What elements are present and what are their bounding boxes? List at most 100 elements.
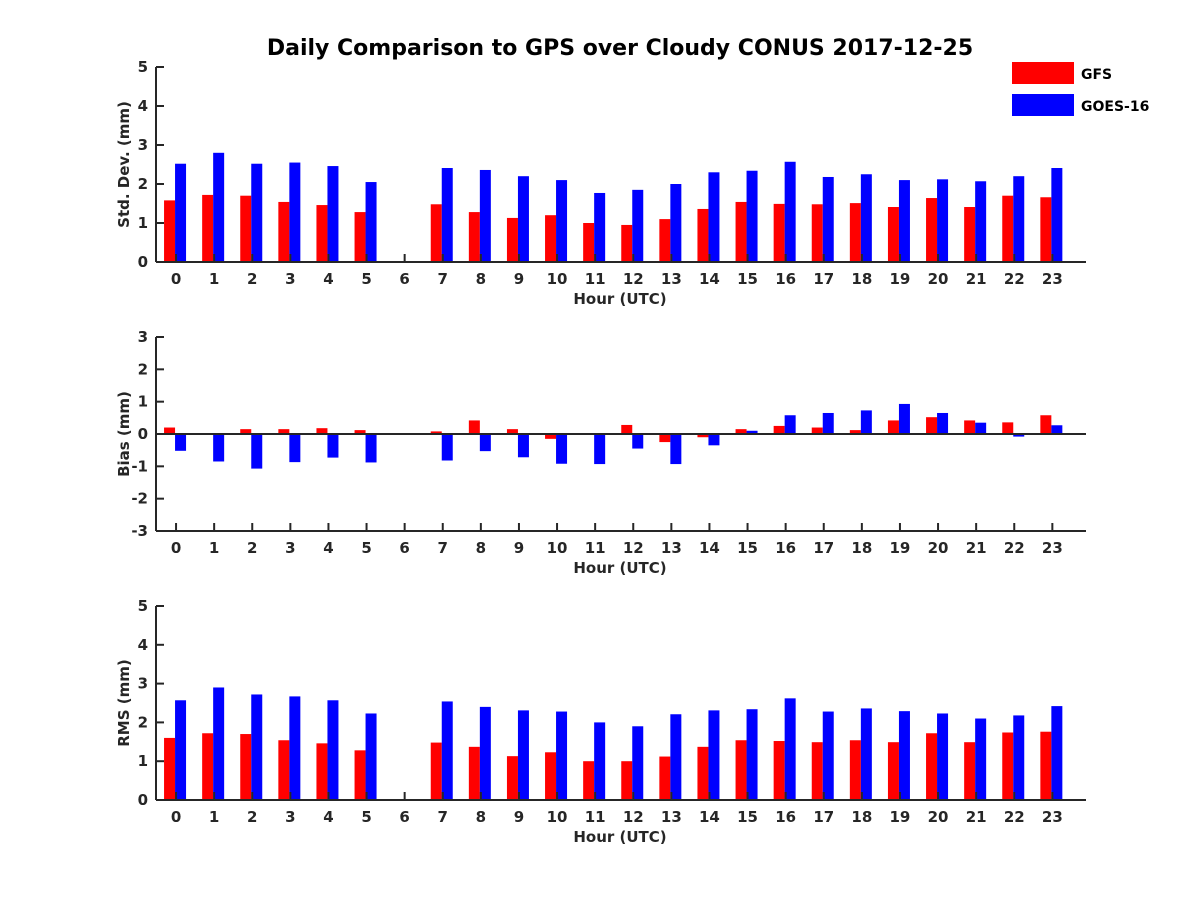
- x-tick-label: 14: [699, 270, 720, 288]
- bar-goes-16-21: [975, 422, 987, 434]
- x-axis-label: Hour (UTC): [573, 290, 666, 308]
- bar-goes-16-0: [175, 434, 187, 451]
- x-tick-label: 19: [890, 270, 911, 288]
- y-tick-label: 4: [138, 97, 148, 115]
- x-tick-label: 7: [438, 539, 448, 557]
- bar-goes-16-1: [213, 152, 225, 262]
- y-tick-label: 0: [138, 791, 148, 809]
- bar-goes-16-9: [517, 710, 529, 800]
- x-tick-label: 0: [171, 539, 181, 557]
- bar-gfs-4: [316, 428, 328, 434]
- x-tick-label: 1: [209, 539, 219, 557]
- bar-gfs-9: [506, 429, 518, 434]
- bar-gfs-13: [659, 219, 671, 262]
- x-tick-label: 5: [361, 539, 371, 557]
- bar-goes-16-4: [327, 166, 339, 262]
- x-tick-label: 4: [323, 270, 333, 288]
- bar-goes-16-21: [975, 181, 987, 262]
- bar-gfs-12: [621, 224, 633, 262]
- bar-goes-16-19: [898, 403, 910, 434]
- bar-gfs-22: [1002, 195, 1014, 262]
- x-tick-label: 16: [775, 270, 796, 288]
- x-tick-label: 17: [813, 539, 834, 557]
- bar-gfs-13: [659, 434, 671, 443]
- bar-gfs-9: [506, 217, 518, 262]
- x-tick-label: 11: [585, 539, 606, 557]
- bar-goes-16-18: [860, 174, 872, 262]
- bar-goes-16-2: [251, 163, 263, 262]
- bar-goes-16-3: [289, 434, 301, 463]
- bar-gfs-16: [773, 203, 785, 262]
- x-tick-label: 7: [438, 270, 448, 288]
- x-tick-label: 11: [585, 808, 606, 826]
- bar-gfs-20: [926, 198, 938, 262]
- bar-goes-16-15: [746, 430, 758, 434]
- x-tick-label: 15: [737, 270, 758, 288]
- bar-gfs-0: [164, 427, 176, 434]
- bar-goes-16-1: [213, 687, 225, 800]
- bar-gfs-4: [316, 205, 328, 262]
- bar-gfs-10: [545, 215, 557, 262]
- y-axis-label: Std. Dev. (mm): [115, 101, 133, 228]
- bar-goes-16-1: [213, 434, 225, 462]
- bar-goes-16-14: [708, 710, 720, 800]
- bar-gfs-3: [278, 429, 290, 434]
- x-tick-label: 16: [775, 808, 796, 826]
- bar-gfs-1: [202, 733, 214, 800]
- y-tick-label: 0: [138, 253, 148, 271]
- bar-goes-16-20: [937, 713, 949, 800]
- y-tick-label: -3: [131, 522, 148, 540]
- bar-gfs-22: [1002, 422, 1014, 434]
- bar-gfs-21: [964, 420, 976, 434]
- x-tick-label: 8: [476, 808, 486, 826]
- x-tick-label: 12: [623, 539, 644, 557]
- bar-gfs-16: [773, 741, 785, 800]
- y-tick-label: 2: [138, 175, 148, 193]
- bar-goes-16-22: [1013, 434, 1025, 437]
- bar-gfs-0: [164, 737, 176, 800]
- bar-gfs-12: [621, 761, 633, 800]
- bar-goes-16-2: [251, 434, 263, 469]
- bar-gfs-14: [697, 208, 709, 262]
- bar-goes-16-17: [822, 412, 834, 434]
- x-tick-label: 9: [514, 808, 524, 826]
- x-tick-label: 6: [399, 808, 409, 826]
- x-tick-label: 8: [476, 270, 486, 288]
- bar-gfs-3: [278, 201, 290, 262]
- legend-label-goes-16: GOES-16: [1081, 99, 1149, 115]
- bar-goes-16-18: [860, 708, 872, 800]
- bar-goes-16-5: [365, 713, 377, 800]
- bar-goes-16-10: [556, 711, 568, 800]
- bar-gfs-19: [887, 742, 899, 800]
- x-tick-label: 20: [928, 539, 949, 557]
- bar-gfs-7: [430, 204, 442, 262]
- x-tick-label: 13: [661, 808, 682, 826]
- x-tick-label: 21: [966, 808, 987, 826]
- bar-gfs-15: [735, 429, 747, 434]
- y-tick-label: 3: [138, 675, 148, 693]
- x-tick-label: 14: [699, 539, 720, 557]
- x-tick-label: 22: [1004, 270, 1025, 288]
- legend-swatch-goes-16: [1012, 94, 1074, 116]
- y-tick-label: 0: [138, 425, 148, 443]
- bar-goes-16-16: [784, 415, 796, 434]
- bar-goes-16-7: [441, 168, 453, 262]
- bar-gfs-23: [1040, 415, 1052, 434]
- y-tick-label: -2: [131, 490, 148, 508]
- bar-gfs-23: [1040, 731, 1052, 800]
- x-tick-label: 17: [813, 270, 834, 288]
- x-tick-label: 18: [851, 270, 872, 288]
- bar-goes-16-11: [594, 722, 606, 800]
- bar-goes-16-13: [670, 714, 682, 800]
- bar-goes-16-9: [517, 434, 529, 458]
- bar-gfs-17: [811, 204, 823, 262]
- bar-goes-16-21: [975, 718, 987, 800]
- legend-label-gfs: GFS: [1081, 67, 1112, 83]
- bar-gfs-18: [849, 203, 861, 262]
- bar-goes-16-2: [251, 694, 263, 800]
- chart-title: Daily Comparison to GPS over Cloudy CONU…: [267, 36, 973, 61]
- bar-goes-16-12: [632, 189, 644, 262]
